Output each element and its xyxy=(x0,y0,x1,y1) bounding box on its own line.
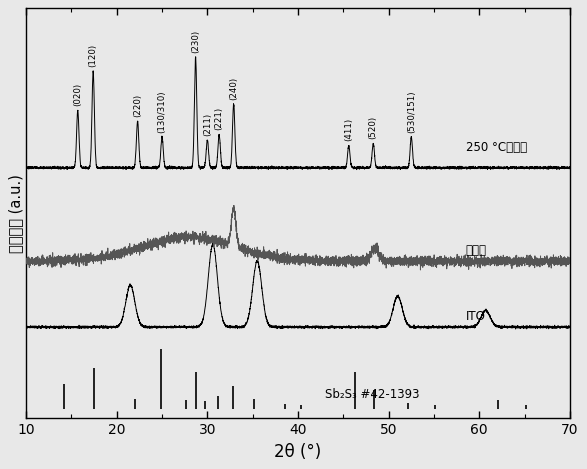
Text: (240): (240) xyxy=(229,76,238,99)
Text: (221): (221) xyxy=(215,107,224,130)
Text: (211): (211) xyxy=(203,113,212,136)
Text: (220): (220) xyxy=(133,94,142,117)
Text: 退火前: 退火前 xyxy=(465,243,487,257)
Y-axis label: 衍射强度 (a.u.): 衍射强度 (a.u.) xyxy=(8,174,23,253)
Text: (120): (120) xyxy=(89,44,97,67)
Text: (411): (411) xyxy=(344,118,353,141)
Text: (230): (230) xyxy=(191,30,200,53)
Text: (530/151): (530/151) xyxy=(407,90,416,133)
X-axis label: 2θ (°): 2θ (°) xyxy=(274,443,322,461)
Text: (020): (020) xyxy=(73,83,82,106)
Text: (130/310): (130/310) xyxy=(157,90,167,133)
Text: 250 °C退火后: 250 °C退火后 xyxy=(465,141,527,154)
Text: Sb₂S₃ #42-1393: Sb₂S₃ #42-1393 xyxy=(325,388,420,401)
Text: ITO: ITO xyxy=(465,310,485,323)
Text: (520): (520) xyxy=(369,116,378,139)
